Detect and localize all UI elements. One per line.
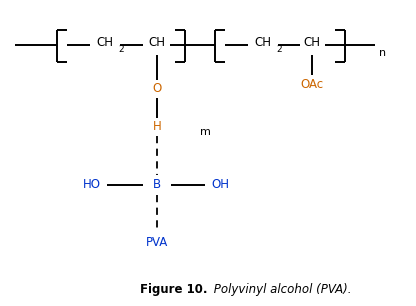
Text: 2: 2	[276, 46, 282, 54]
Text: m: m	[200, 127, 210, 137]
Text: CH: CH	[304, 36, 320, 50]
Text: CH: CH	[149, 36, 166, 50]
Text: OH: OH	[211, 178, 229, 192]
Text: n: n	[379, 48, 386, 58]
Text: H: H	[153, 121, 161, 133]
Text: HO: HO	[83, 178, 101, 192]
Text: Polyvinyl alcohol (PVA).: Polyvinyl alcohol (PVA).	[210, 283, 352, 296]
Text: O: O	[152, 83, 162, 95]
Text: CH: CH	[97, 36, 114, 50]
Text: CH: CH	[255, 36, 272, 50]
Text: Figure 10.: Figure 10.	[141, 283, 208, 296]
Text: B: B	[153, 178, 161, 192]
Text: 2: 2	[118, 46, 124, 54]
Text: PVA: PVA	[146, 237, 168, 249]
Text: OAc: OAc	[300, 79, 324, 91]
